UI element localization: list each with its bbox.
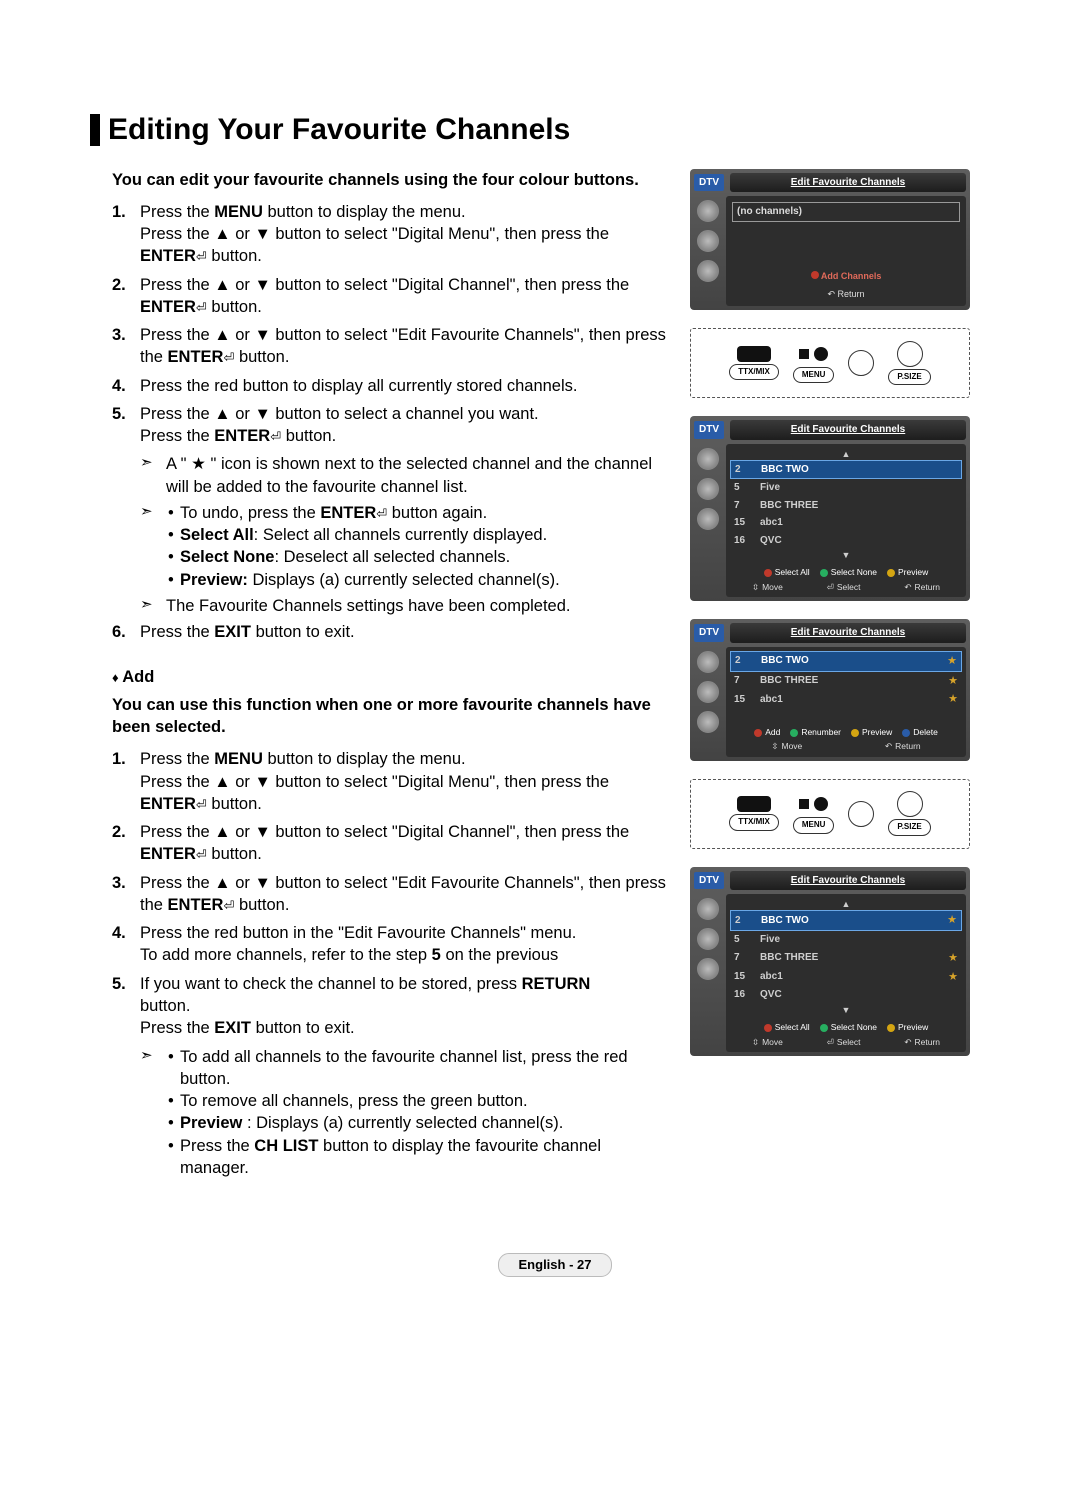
list-item[interactable]: 2BBC TWO★	[730, 651, 962, 672]
steps-add: 1. Press the MENU button to display the …	[112, 748, 670, 1039]
globe-icon	[697, 200, 719, 222]
list-item[interactable]: 7BBC THREE	[730, 497, 962, 515]
osd-no-channels: DTVEdit Favourite Channels (no channels)…	[690, 169, 970, 311]
tag-icon	[697, 230, 719, 252]
list-item[interactable]: 15abc1★	[730, 968, 962, 987]
add-intro: You can use this function when one or mo…	[112, 694, 670, 739]
intro-text: You can edit your favourite channels usi…	[112, 169, 670, 191]
list-item[interactable]: 15abc1	[730, 514, 962, 532]
list-item[interactable]: 5Five	[730, 931, 962, 949]
list-item[interactable]: 15abc1★	[730, 690, 962, 709]
remote-snippet: TTX/MIX MENU P.SIZE	[690, 779, 970, 849]
list-item[interactable]: 7BBC THREE★	[730, 949, 962, 968]
list-item[interactable]: 16QVC	[730, 986, 962, 1004]
list-item[interactable]: 7BBC THREE★	[730, 672, 962, 691]
star-icon: ★	[947, 654, 957, 669]
osd-channel-list: DTVEdit Favourite Channels ▲ 2BBC TWO 5F…	[690, 416, 970, 601]
list-item[interactable]: 2BBC TWO	[730, 460, 962, 480]
gear-icon	[697, 260, 719, 282]
steps-primary: 1. Press the MENU button to display the …	[112, 201, 670, 448]
osd-favourites: DTVEdit Favourite Channels 2BBC TWO★ 7BB…	[690, 619, 970, 761]
remote-snippet: TTX/MIX MENU P.SIZE	[690, 328, 970, 398]
enter-icon: ⏎	[196, 249, 207, 264]
list-item[interactable]: 16QVC	[730, 532, 962, 550]
page-title: Editing Your Favourite Channels	[108, 110, 570, 151]
page-footer: English - 27	[90, 1253, 1020, 1277]
list-item[interactable]: 2BBC TWO★	[730, 910, 962, 931]
title-accent	[90, 114, 100, 146]
remote-glyph-icon	[797, 343, 831, 365]
screenshots-column: DTVEdit Favourite Channels (no channels)…	[690, 169, 980, 1184]
instructions-column: You can edit your favourite channels usi…	[90, 169, 670, 1184]
osd-list-stars: DTVEdit Favourite Channels ▲ 2BBC TWO★ 5…	[690, 867, 970, 1056]
list-item[interactable]: 5Five	[730, 479, 962, 497]
